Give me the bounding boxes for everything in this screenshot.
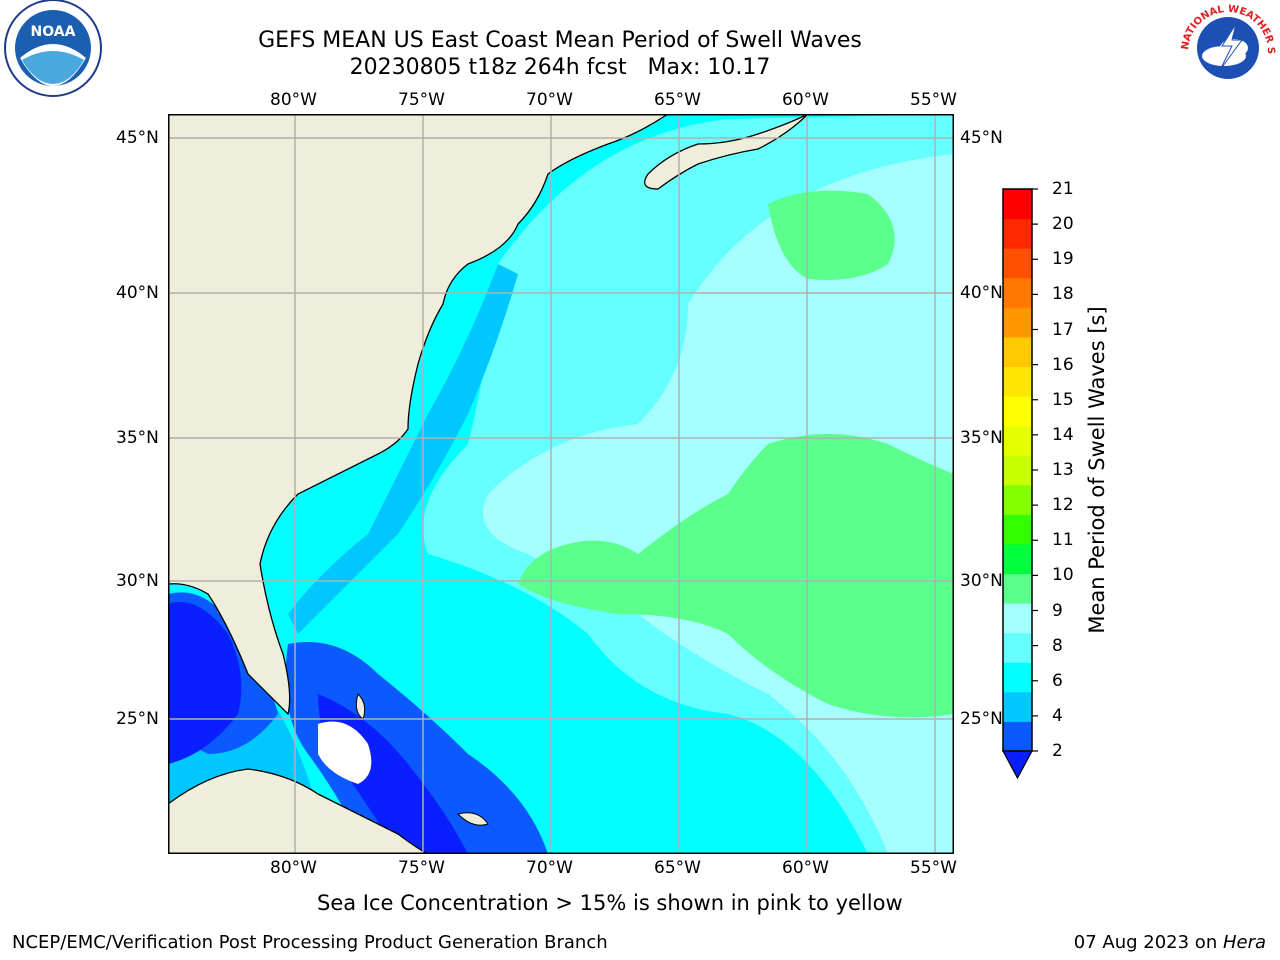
- colorbar-tick-label: 15: [1052, 389, 1074, 410]
- lon-label-top: 65°W: [654, 90, 701, 110]
- land-north-america: [168, 114, 670, 716]
- colorbar-cell: [1003, 484, 1032, 515]
- colorbar-cell: [1003, 662, 1032, 693]
- lat-label-left: 45°N: [116, 128, 159, 148]
- lon-label-top: 55°W: [910, 90, 957, 110]
- colorbar-label: Mean Period of Swell Waves [s]: [1085, 306, 1109, 634]
- colorbar-cell: [1003, 248, 1032, 279]
- lon-label-top: 60°W: [782, 90, 829, 110]
- colorbar-cell: [1003, 277, 1032, 308]
- colorbar-cell: [1003, 632, 1032, 663]
- colorbar-tick-label: 21: [1052, 179, 1074, 199]
- colorbar-tick-label: 8: [1052, 635, 1063, 656]
- field-band-10a: [768, 190, 895, 280]
- colorbar-tick-label: 11: [1052, 530, 1074, 551]
- colorbar-tick-label: 9: [1052, 600, 1063, 621]
- lon-label-bottom: 75°W: [398, 858, 445, 878]
- chart-subtitle: 20230805 t18z 264h fcst Max: 10.17: [349, 55, 771, 80]
- colorbar-cell: [1003, 455, 1032, 486]
- colorbar-cell: [1003, 189, 1032, 220]
- colorbar-tick-label: 12: [1052, 495, 1074, 516]
- lat-label-right: 30°N: [960, 571, 1003, 591]
- colorbar: [1001, 188, 1038, 780]
- colorbar-cell: [1003, 366, 1032, 397]
- colorbar-tick-label: 16: [1052, 354, 1074, 375]
- colorbar-ticks: [1032, 188, 1038, 752]
- nws-logo-icon: NATIONAL WEATHER SERVICE: [1172, 0, 1280, 100]
- chart-title: GEFS MEAN US East Coast Mean Period of S…: [258, 28, 862, 53]
- lat-label-right: 25°N: [960, 709, 1003, 729]
- land-canada: [644, 114, 809, 190]
- lat-label-left: 40°N: [116, 283, 159, 303]
- lon-label-bottom: 55°W: [910, 858, 957, 878]
- land-islands: [457, 812, 489, 826]
- field-band-4b: [285, 642, 548, 854]
- colorbar-tick-label: 20: [1052, 214, 1074, 235]
- map-gridlines: [168, 114, 954, 854]
- colorbar-tick-label: 17: [1052, 319, 1074, 340]
- lat-label-right: 40°N: [960, 283, 1003, 303]
- colorbar-cell: [1003, 307, 1032, 338]
- colorbar-cell: [1003, 396, 1032, 427]
- land-cuba: [168, 768, 429, 854]
- lon-label-bottom: 80°W: [270, 858, 317, 878]
- field-band-10b: [518, 434, 954, 718]
- colorbar-tick-label: 13: [1052, 460, 1074, 480]
- date-text: 07 Aug 2023 on Hera: [1074, 932, 1266, 953]
- field-band-6b: [288, 264, 518, 634]
- lat-label-right: 35°N: [960, 428, 1003, 448]
- lat-label-left: 25°N: [116, 709, 159, 729]
- colorbar-extend-triangle: [1001, 750, 1034, 780]
- noaa-logo-text: NOAA: [31, 24, 76, 40]
- colorbar-tick-label: 6: [1052, 670, 1063, 691]
- lon-label-top: 80°W: [270, 90, 317, 110]
- colorbar-cell: [1003, 691, 1032, 722]
- lat-label-right: 45°N: [960, 128, 1003, 148]
- credit-text: NCEP/EMC/Verification Post Processing Pr…: [12, 932, 608, 953]
- lon-label-top: 70°W: [526, 90, 573, 110]
- colorbar-cell: [1003, 543, 1032, 575]
- colorbar-tick-label: 18: [1052, 284, 1074, 305]
- lon-label-bottom: 70°W: [526, 858, 573, 878]
- field-band-2a: [168, 602, 242, 764]
- colorbar-cell: [1003, 425, 1032, 456]
- map-panel: [168, 114, 954, 854]
- lat-label-left: 35°N: [116, 428, 159, 448]
- colorbar-cell: [1003, 603, 1032, 634]
- colorbar-tick-label: 10: [1052, 565, 1074, 586]
- map-frame: [168, 114, 954, 854]
- colorbar-tick-label: 19: [1052, 249, 1074, 270]
- lat-label-left: 30°N: [116, 571, 159, 591]
- colorbar-cell: [1003, 514, 1032, 545]
- lon-label-bottom: 65°W: [654, 858, 701, 878]
- lon-label-bottom: 60°W: [782, 858, 829, 878]
- lon-label-top: 75°W: [398, 90, 445, 110]
- colorbar-tick-label: 2: [1052, 741, 1063, 761]
- colorbar-tick-label: 4: [1052, 705, 1063, 726]
- date-prefix: 07 Aug 2023 on: [1073, 932, 1223, 953]
- noaa-logo-icon: NOAA: [0, 0, 106, 100]
- machine-name: Hera: [1222, 932, 1266, 953]
- colorbar-cells: [1003, 189, 1032, 752]
- colorbar-cell: [1003, 721, 1032, 752]
- missing-region: [318, 721, 372, 784]
- colorbar-cell: [1003, 573, 1032, 604]
- sea-ice-note: Sea Ice Concentration > 15% is shown in …: [317, 891, 903, 915]
- colorbar-tick-label: 14: [1052, 424, 1074, 445]
- colorbar-cell: [1003, 218, 1032, 249]
- colorbar-cell: [1003, 336, 1032, 367]
